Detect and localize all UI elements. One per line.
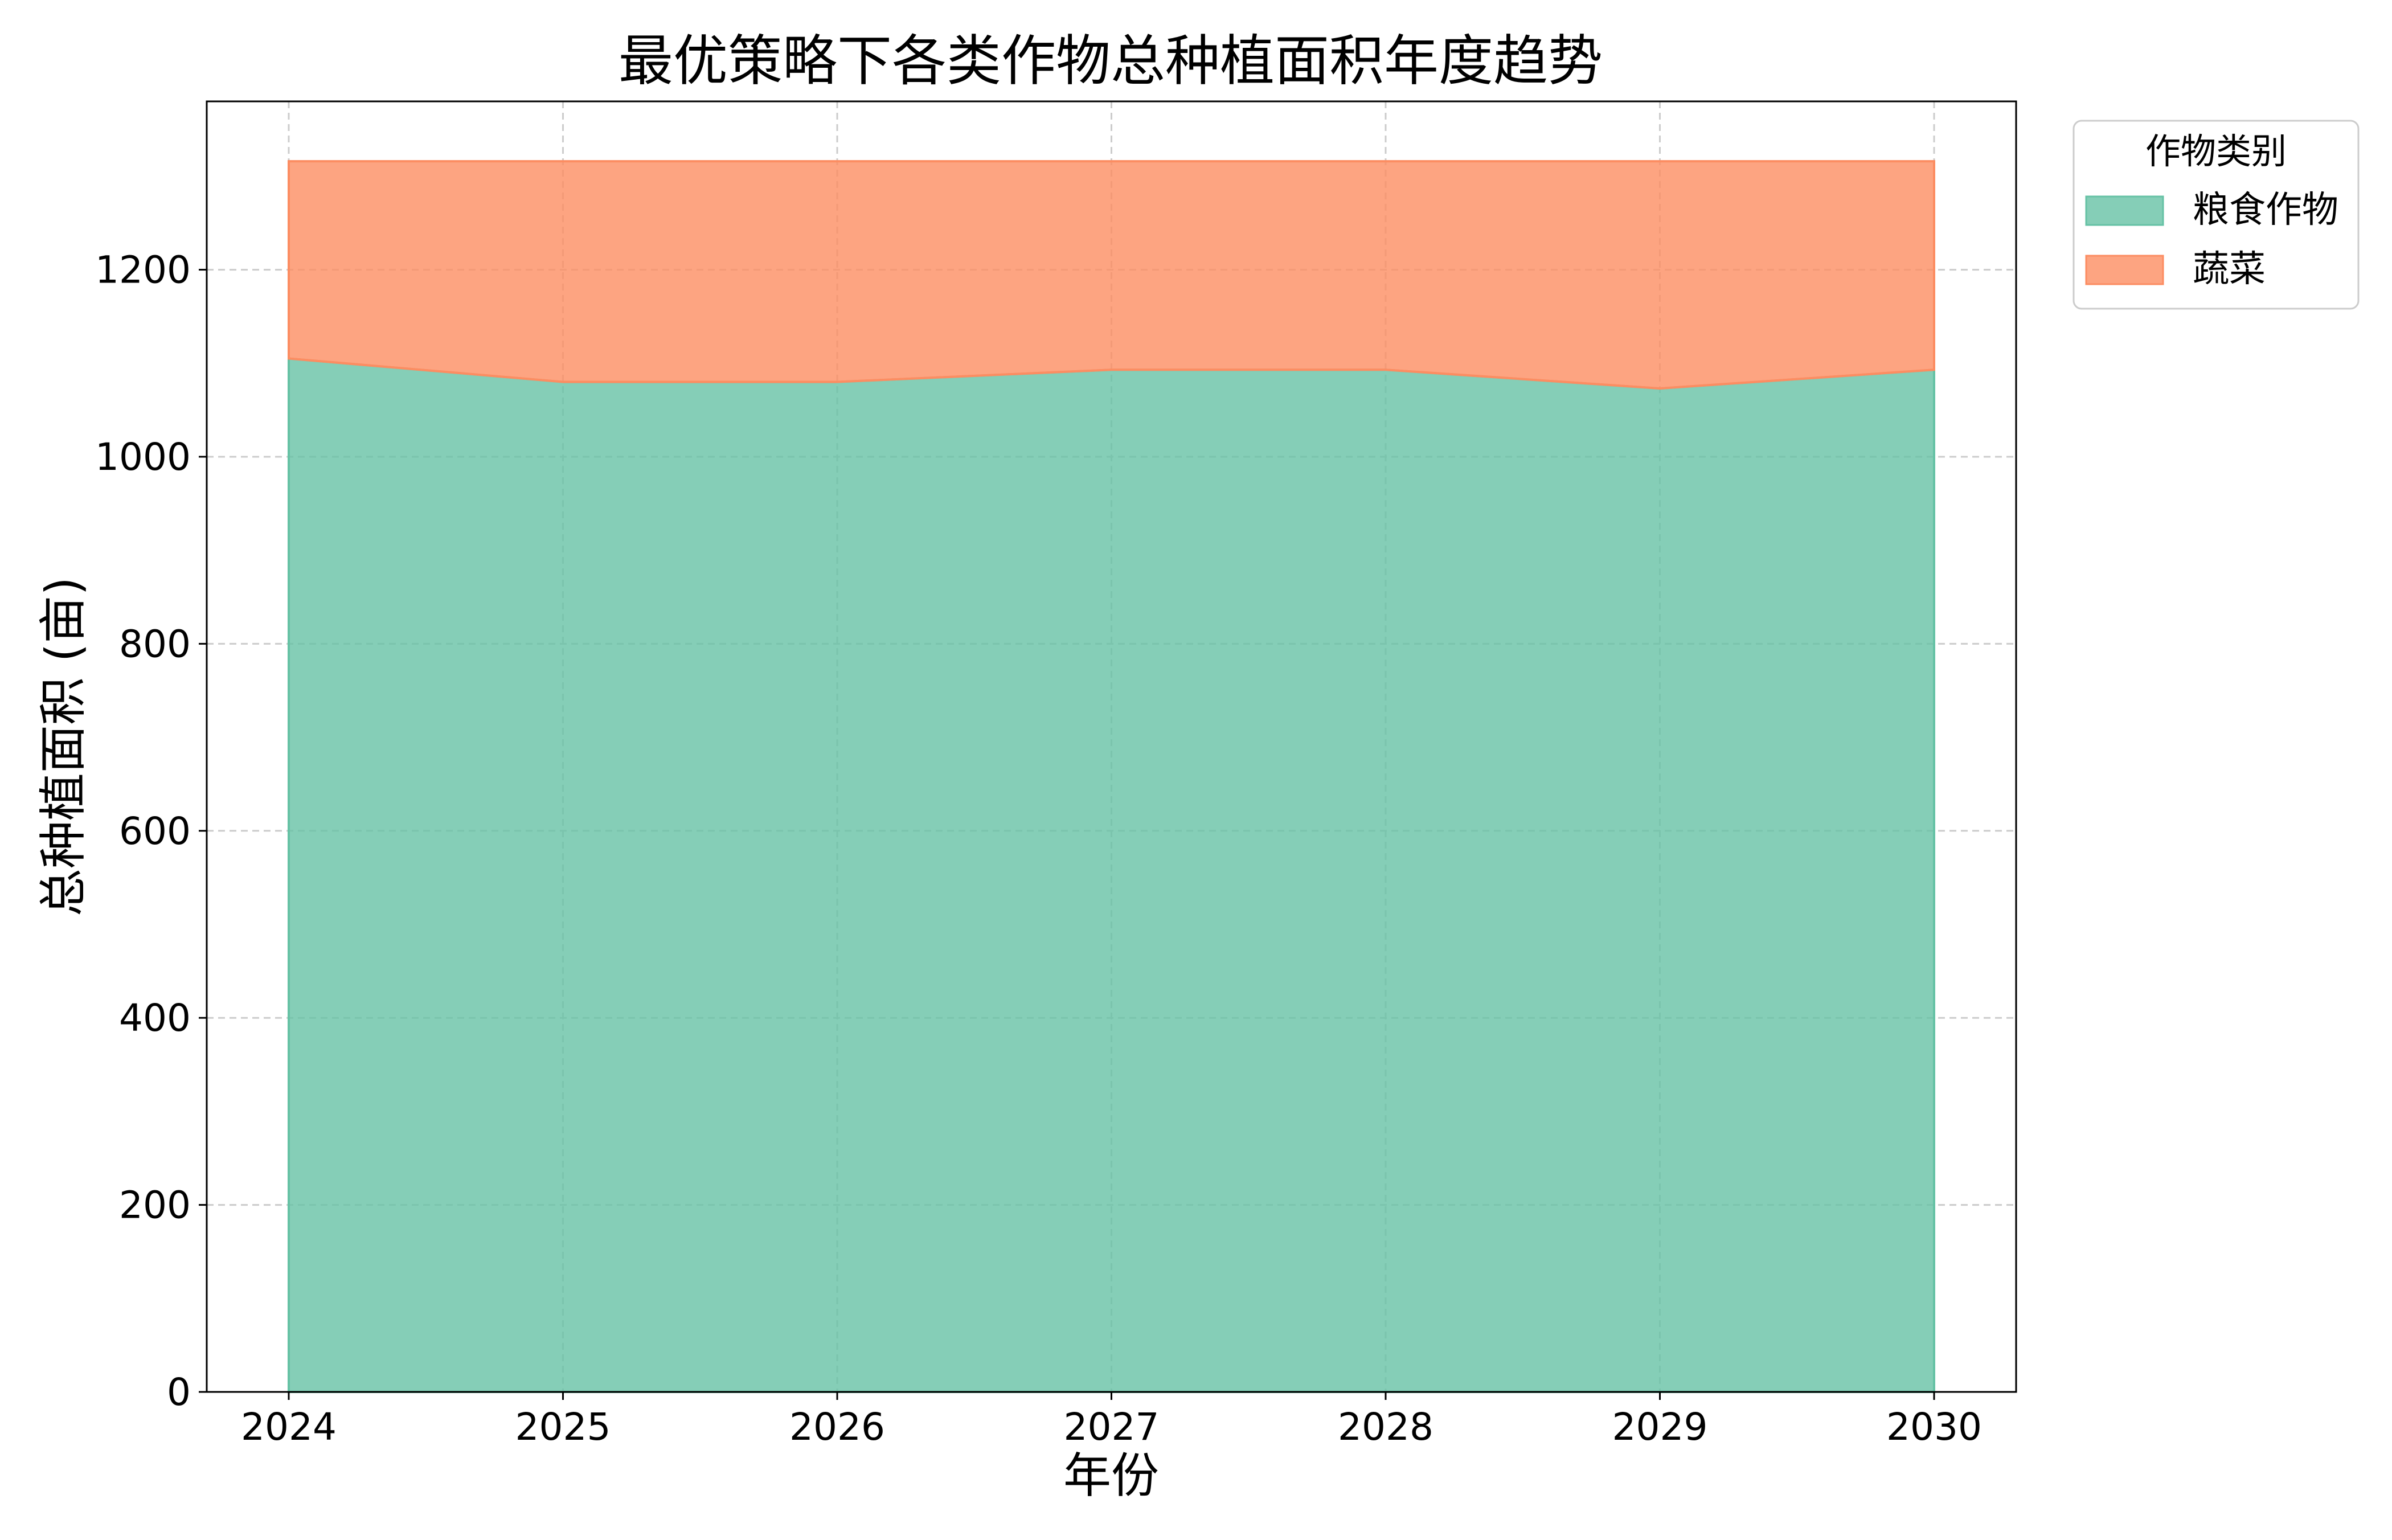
x-tick-label: 2029 [1612,1405,1708,1449]
area-series-1 [288,357,1935,1393]
x-axis-label: 年份 [1063,1448,1159,1504]
x-tick-label: 2030 [1886,1405,1982,1449]
legend-swatch [2085,255,2164,285]
x-tick-label: 2025 [515,1405,611,1449]
y-tick-label: 1200 [95,248,191,292]
y-tick-label: 600 [119,809,191,853]
y-tick-label: 0 [167,1370,191,1414]
x-tick-label: 2027 [1064,1405,1160,1449]
area-series [288,160,1935,1393]
y-axis-label: 总种植面积 (亩) [35,577,91,916]
y-tick-label: 400 [119,996,191,1040]
legend-swatch [2085,195,2164,226]
chart-title: 最优策略下各类作物总种植面积年度趋势 [619,29,1603,93]
y-axis-ticks: 0 200 400 600 800 1000 1200 [95,248,207,1414]
legend-label: 粮食作物 [2193,189,2338,231]
y-tick-label: 800 [119,622,191,666]
legend-label: 蔬菜 [2193,248,2266,290]
x-tick-label: 2026 [789,1405,885,1449]
x-tick-label: 2028 [1338,1405,1433,1449]
y-tick-label: 1000 [95,435,191,479]
y-tick-label: 200 [119,1183,191,1227]
x-axis-ticks: 2024 2025 2026 2027 2028 2029 2030 [241,1392,1982,1449]
area-series-2 [288,160,1935,390]
legend-title: 作物类别 [2145,130,2287,172]
x-tick-label: 2024 [241,1405,337,1449]
